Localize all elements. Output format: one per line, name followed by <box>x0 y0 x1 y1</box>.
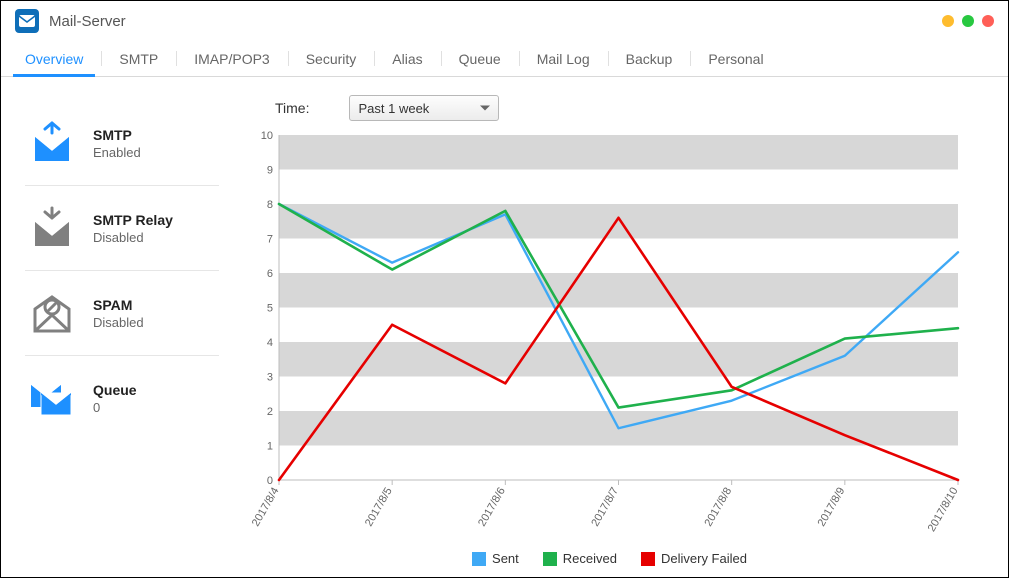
sidebar-item-status: Enabled <box>93 145 141 160</box>
svg-text:3: 3 <box>267 372 273 384</box>
legend-label: Sent <box>492 551 519 566</box>
window-title: Mail-Server <box>49 13 126 30</box>
svg-text:0: 0 <box>267 475 273 487</box>
svg-text:8: 8 <box>267 199 273 211</box>
svg-text:10: 10 <box>261 130 273 142</box>
legend-item-sent: Sent <box>472 551 519 566</box>
tab-mail-log[interactable]: Mail Log <box>519 41 608 76</box>
sidebar-item-spam[interactable]: SPAM Disabled <box>25 271 219 356</box>
sidebar-item-smtp-relay[interactable]: SMTP Relay Disabled <box>25 186 219 271</box>
svg-text:1: 1 <box>267 441 273 453</box>
close-button[interactable] <box>982 15 994 27</box>
sidebar-item-label: Queue <box>93 382 137 398</box>
sidebar-item-status: Disabled <box>93 230 173 245</box>
sidebar-item-label: SPAM <box>93 297 144 313</box>
tab-security[interactable]: Security <box>288 41 375 76</box>
chart-legend: Sent Received Delivery Failed <box>247 541 972 570</box>
tab-imap-pop3[interactable]: IMAP/POP3 <box>176 41 287 76</box>
maximize-button[interactable] <box>962 15 974 27</box>
sidebar-item-queue[interactable]: Queue 0 <box>25 356 219 440</box>
sidebar: SMTP Enabled SMTP Relay Disabled SPAM Disab… <box>1 77 229 577</box>
queue-icon <box>25 374 79 422</box>
sidebar-item-status: Disabled <box>93 315 144 330</box>
tab-bar: OverviewSMTPIMAP/POP3SecurityAliasQueueM… <box>1 41 1008 77</box>
legend-swatch <box>641 552 655 566</box>
activity-chart: 0 1 2 3 4 5 6 7 8 9 10 2017/8/4 2017/8/5 2017/8/6 2017… <box>247 125 972 541</box>
legend-swatch <box>472 552 486 566</box>
app-icon <box>15 9 39 33</box>
time-range-select[interactable]: Past 1 week <box>349 95 499 121</box>
sidebar-item-label: SMTP <box>93 127 141 143</box>
relay-icon <box>25 204 79 252</box>
time-range-value: Past 1 week <box>358 101 429 116</box>
titlebar: Mail-Server <box>1 1 1008 41</box>
minimize-button[interactable] <box>942 15 954 27</box>
svg-text:2017/8/9: 2017/8/9 <box>816 486 848 529</box>
svg-text:2017/8/6: 2017/8/6 <box>476 486 508 529</box>
legend-label: Delivery Failed <box>661 551 747 566</box>
svg-text:2017/8/8: 2017/8/8 <box>702 485 734 528</box>
time-label: Time: <box>275 100 309 116</box>
legend-item-received: Received <box>543 551 617 566</box>
smtp-icon <box>25 119 79 167</box>
tab-queue[interactable]: Queue <box>441 41 519 76</box>
tab-overview[interactable]: Overview <box>7 41 101 76</box>
svg-text:2017/8/4: 2017/8/4 <box>250 486 282 529</box>
svg-text:5: 5 <box>267 303 273 315</box>
sidebar-item-label: SMTP Relay <box>93 212 173 228</box>
tab-personal[interactable]: Personal <box>690 41 781 76</box>
legend-label: Received <box>563 551 617 566</box>
sidebar-item-status: 0 <box>93 400 137 415</box>
svg-text:2017/8/7: 2017/8/7 <box>589 486 621 529</box>
main-panel: Time: Past 1 week 0 1 2 3 4 5 6 7 8 9 10 2017/8/4 20… <box>229 77 1008 577</box>
chevron-down-icon <box>480 106 490 111</box>
svg-text:9: 9 <box>267 165 273 177</box>
svg-text:6: 6 <box>267 268 273 280</box>
svg-text:4: 4 <box>267 337 273 349</box>
tab-smtp[interactable]: SMTP <box>101 41 176 76</box>
legend-swatch <box>543 552 557 566</box>
tab-alias[interactable]: Alias <box>374 41 440 76</box>
svg-text:2017/8/10: 2017/8/10 <box>926 486 961 534</box>
spam-icon <box>25 289 79 337</box>
tab-backup[interactable]: Backup <box>608 41 691 76</box>
legend-item-delivery-failed: Delivery Failed <box>641 551 747 566</box>
svg-text:2: 2 <box>267 406 273 418</box>
svg-text:2017/8/5: 2017/8/5 <box>363 486 395 529</box>
sidebar-item-smtp[interactable]: SMTP Enabled <box>25 101 219 186</box>
svg-text:7: 7 <box>267 234 273 246</box>
